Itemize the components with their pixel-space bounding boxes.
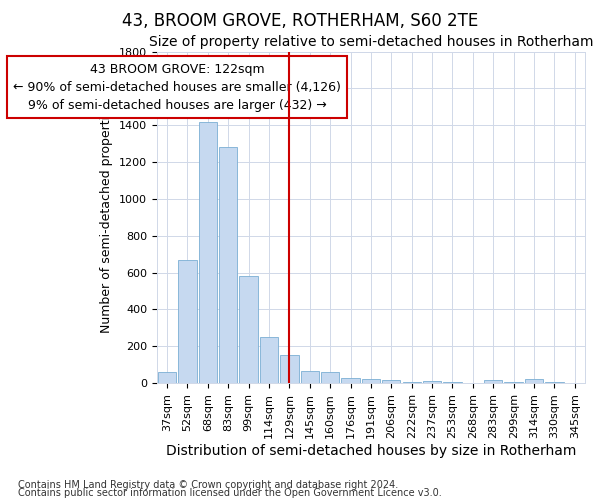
- Bar: [566, 382, 584, 383]
- Bar: [403, 382, 421, 383]
- Text: 43, BROOM GROVE, ROTHERHAM, S60 2TE: 43, BROOM GROVE, ROTHERHAM, S60 2TE: [122, 12, 478, 30]
- Bar: [362, 380, 380, 383]
- Bar: [199, 122, 217, 383]
- Bar: [178, 260, 197, 383]
- Bar: [219, 148, 238, 383]
- Text: 43 BROOM GROVE: 122sqm
← 90% of semi-detached houses are smaller (4,126)
9% of s: 43 BROOM GROVE: 122sqm ← 90% of semi-det…: [13, 62, 341, 112]
- Bar: [260, 337, 278, 383]
- Y-axis label: Number of semi-detached properties: Number of semi-detached properties: [100, 102, 113, 333]
- Bar: [382, 380, 400, 383]
- Bar: [525, 380, 543, 383]
- Bar: [423, 382, 441, 383]
- Bar: [341, 378, 359, 383]
- Title: Size of property relative to semi-detached houses in Rotherham: Size of property relative to semi-detach…: [149, 35, 593, 49]
- Bar: [321, 372, 339, 383]
- Bar: [158, 372, 176, 383]
- Text: Contains HM Land Registry data © Crown copyright and database right 2024.: Contains HM Land Registry data © Crown c…: [18, 480, 398, 490]
- Bar: [545, 382, 563, 383]
- Bar: [301, 371, 319, 383]
- Bar: [505, 382, 523, 383]
- Bar: [280, 356, 299, 383]
- Bar: [484, 380, 502, 383]
- X-axis label: Distribution of semi-detached houses by size in Rotherham: Distribution of semi-detached houses by …: [166, 444, 576, 458]
- Text: Contains public sector information licensed under the Open Government Licence v3: Contains public sector information licen…: [18, 488, 442, 498]
- Bar: [239, 276, 258, 383]
- Bar: [443, 382, 461, 383]
